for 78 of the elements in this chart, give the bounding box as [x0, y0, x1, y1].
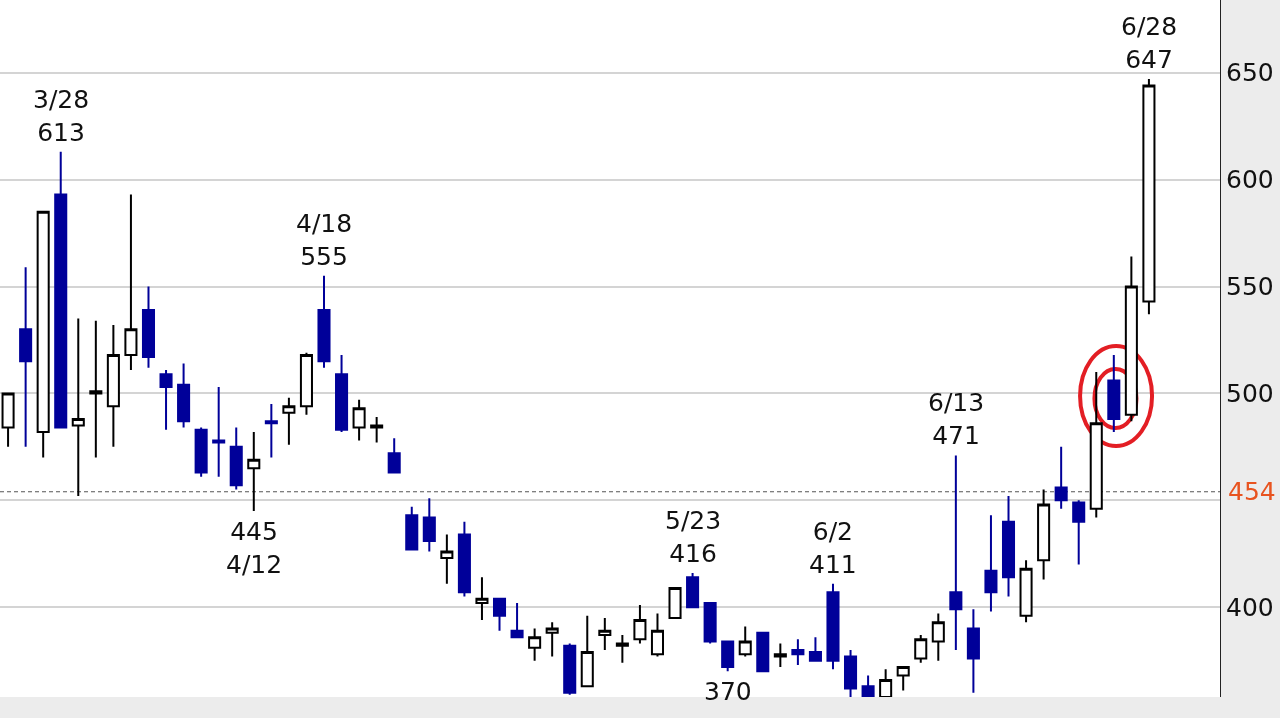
- candlestick: [1142, 78, 1156, 316]
- annotation: 6/13 471: [928, 388, 985, 450]
- candlestick: [212, 385, 226, 478]
- candlestick: [615, 634, 629, 664]
- candlestick: [159, 368, 173, 431]
- candlestick: [966, 608, 980, 694]
- candlestick: [808, 636, 822, 662]
- candlestick: [194, 426, 208, 478]
- candlestick: [36, 210, 50, 459]
- ref-line-label: 454: [1228, 477, 1276, 506]
- candlestick: [931, 612, 945, 662]
- candlestick: [335, 353, 349, 433]
- candlestick: [317, 274, 331, 369]
- candlestick: [370, 415, 384, 444]
- candlestick: [422, 497, 436, 553]
- candlestick: [475, 576, 489, 622]
- candlestick: [580, 614, 594, 688]
- annotation: 3/28 613: [33, 85, 90, 147]
- candlestick: [89, 319, 103, 459]
- candlestick: [299, 351, 313, 416]
- candlestick: [492, 597, 507, 632]
- candlestick: [229, 426, 243, 491]
- candlestick: [703, 601, 717, 645]
- annotation: 370: [704, 677, 752, 706]
- candlestick: [545, 621, 559, 658]
- y-tick-label: 500: [1226, 379, 1274, 409]
- candlestick: [844, 648, 858, 697]
- candlestick: [282, 396, 296, 446]
- annotation: 5/23 416: [665, 506, 722, 568]
- candlestick: [1124, 255, 1138, 423]
- candlestick: [633, 604, 647, 645]
- candlestick: [352, 398, 366, 442]
- candlestick: [528, 627, 542, 662]
- candlestick: [1054, 445, 1068, 510]
- candlestick: [738, 625, 752, 658]
- candlestick: [1001, 495, 1016, 598]
- candlestick: [440, 533, 454, 585]
- candlestick: [1089, 371, 1103, 519]
- candlestick: [826, 582, 840, 671]
- candlestick: [791, 638, 805, 666]
- candlestick: [141, 285, 156, 369]
- y-tick-label: 400: [1226, 592, 1274, 622]
- y-tick-label: 600: [1226, 165, 1274, 195]
- candlestick: [124, 193, 138, 371]
- y-tick-label: 550: [1226, 272, 1274, 302]
- candlestick: [54, 150, 68, 429]
- y-tick-label: 650: [1226, 58, 1274, 88]
- candlestick: [387, 437, 401, 474]
- candlestick: [984, 514, 998, 613]
- candlestick: [1037, 488, 1051, 581]
- candlestick: [19, 266, 33, 448]
- candlestick: [405, 505, 419, 551]
- annotation: 445 4/12: [226, 517, 283, 579]
- candlestick: [668, 586, 682, 619]
- candlestick: [721, 640, 735, 673]
- candlestick: [914, 634, 928, 664]
- annotation: 6/2 411: [809, 517, 857, 579]
- candlestick: [177, 362, 191, 429]
- annotation: 6/28 647: [1121, 12, 1178, 74]
- candlestick: [457, 520, 471, 598]
- candlestick: [1019, 559, 1033, 624]
- candlestick: [896, 666, 910, 692]
- candlestick: [1107, 353, 1121, 433]
- candlestick: [686, 571, 700, 609]
- candlestick: [510, 601, 524, 639]
- candlestick: [773, 642, 787, 669]
- candlestick: [949, 454, 963, 651]
- candlestick: [264, 403, 278, 459]
- annotation: 4/18 555: [296, 209, 353, 271]
- candlestick: [71, 317, 85, 498]
- candlestick: [756, 631, 770, 673]
- candlestick: [563, 642, 577, 696]
- candlestick: [1072, 499, 1086, 566]
- candlestick: [247, 430, 261, 512]
- candlestick: [861, 674, 875, 697]
- candlestick: [106, 323, 120, 448]
- candlestick: [650, 612, 665, 658]
- candlestick: [598, 616, 612, 651]
